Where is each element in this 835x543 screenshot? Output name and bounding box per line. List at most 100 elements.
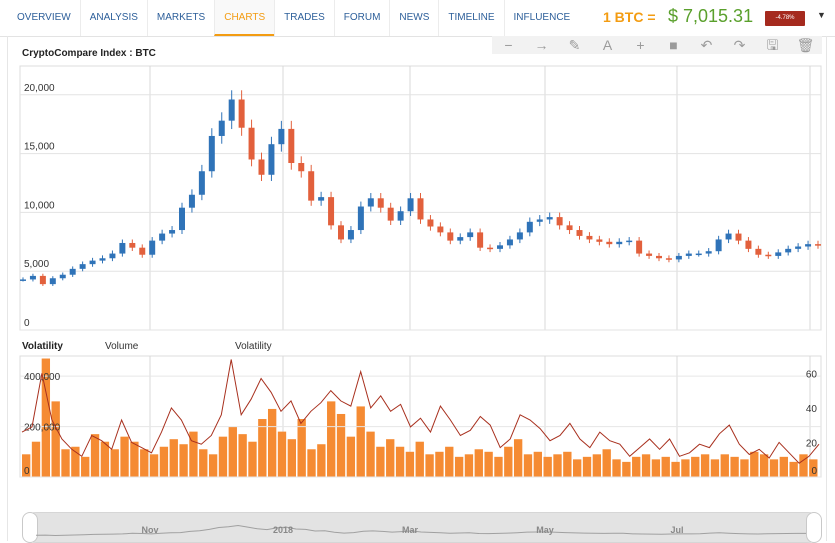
navigator-right-handle[interactable]: [806, 512, 822, 543]
candle-body: [447, 232, 454, 241]
tab-influence[interactable]: INFLUENCE: [503, 0, 580, 36]
tab-forum[interactable]: FORUM: [333, 0, 390, 36]
volume-bar: [454, 456, 464, 477]
volume-bar: [267, 408, 277, 477]
volume-bar: [415, 441, 424, 477]
candle-body: [805, 244, 812, 247]
tab-timeline[interactable]: TIMELINE: [438, 0, 503, 36]
minus-icon[interactable]: −: [504, 37, 513, 53]
candle-body: [576, 230, 583, 236]
arrow-right-icon[interactable]: →: [534, 37, 549, 53]
candle-body: [407, 198, 414, 212]
price-y-tick: 15,000: [24, 142, 55, 153]
volume-bar: [169, 439, 178, 477]
candle-body: [188, 194, 195, 208]
volume-y-tick: 0: [24, 466, 30, 477]
candle-body: [387, 207, 394, 221]
candle-body: [526, 221, 533, 233]
volume-bar: [691, 456, 700, 477]
candle-body: [437, 226, 444, 233]
candle-body: [685, 253, 692, 256]
volatility-y-tick: 60: [806, 369, 818, 380]
candle-body: [278, 128, 285, 145]
volume-bar: [553, 454, 562, 477]
volume-bar: [81, 456, 90, 477]
volume-bar: [435, 451, 444, 477]
tab-overview[interactable]: OVERVIEW: [17, 12, 71, 23]
price-change-badge: -4.78%: [765, 11, 805, 26]
top-nav: OVERVIEW ANALYSIS MARKETS CHARTS TRADES …: [0, 0, 835, 37]
tab-charts[interactable]: CHARTS: [214, 0, 275, 36]
candle-body: [49, 278, 56, 285]
candle-body: [59, 274, 66, 279]
save-icon[interactable]: 🖫: [766, 37, 779, 53]
volume-bar: [710, 459, 720, 477]
volume-bar: [573, 459, 582, 477]
volume-bar: [51, 401, 60, 477]
candle-body: [546, 217, 553, 220]
volatility-y-tick: 0: [811, 466, 817, 477]
candle-body: [467, 232, 474, 238]
candle-body: [725, 233, 732, 240]
candle-body: [715, 239, 722, 252]
volume-bar: [356, 406, 365, 477]
volatility-y-tick: 20: [806, 438, 818, 449]
volume-bar: [100, 441, 110, 477]
currency-dropdown-icon[interactable]: ▼: [817, 10, 826, 20]
candle-body: [258, 159, 265, 175]
volume-bar: [474, 449, 483, 477]
volume-bar: [149, 454, 159, 477]
volume-bar: [484, 451, 493, 477]
volume-bar: [327, 401, 336, 477]
pencil-icon[interactable]: ✎: [568, 37, 581, 53]
candle-body: [139, 247, 146, 255]
volume-bar: [61, 449, 70, 477]
candle-body: [29, 275, 36, 280]
volume-bar: [228, 426, 237, 477]
tab-markets[interactable]: MARKETS: [146, 0, 214, 36]
candle-body: [516, 232, 523, 240]
legend-volume: Volume: [105, 341, 139, 352]
volume-bar: [513, 439, 523, 477]
volume-bar: [592, 454, 602, 477]
volume-bar: [740, 459, 749, 477]
candle-body: [586, 235, 593, 240]
volume-bar: [425, 454, 434, 477]
tab-analysis[interactable]: ANALYSIS: [79, 0, 147, 36]
navigator-scrollbar[interactable]: [22, 512, 822, 543]
candle-body: [248, 127, 255, 160]
volume-bar: [700, 454, 710, 477]
volume-bar: [799, 454, 808, 477]
plus-icon[interactable]: +: [636, 37, 645, 53]
candle-body: [775, 252, 782, 256]
btc-price: $ 7,015.31: [668, 6, 754, 26]
volume-bar: [140, 449, 149, 477]
volume-bar: [218, 436, 228, 477]
volume-bar: [445, 446, 454, 477]
trash-icon[interactable]: 🗑: [796, 37, 815, 53]
volume-bar: [297, 419, 306, 477]
navigator-left-handle[interactable]: [22, 512, 38, 543]
candle-body: [357, 206, 364, 231]
undo-icon[interactable]: ↶: [700, 37, 713, 53]
square-icon[interactable]: ■: [669, 37, 678, 53]
tab-news[interactable]: NEWS: [389, 0, 438, 36]
candle-body: [397, 211, 404, 221]
volume-bar: [681, 459, 690, 477]
tab-trades[interactable]: TRADES: [274, 0, 334, 36]
redo-icon[interactable]: ↷: [733, 37, 746, 53]
price-chart-title: CryptoCompare Index : BTC: [22, 48, 156, 59]
volume-bar: [22, 454, 31, 477]
volume-bar: [386, 439, 395, 477]
candle-body: [328, 197, 335, 226]
candle-body: [318, 197, 325, 201]
candle-body: [427, 219, 434, 227]
volume-y-tick: 200,000: [24, 423, 61, 434]
volume-bar: [258, 419, 267, 477]
candle-body: [795, 246, 802, 249]
text-icon[interactable]: A: [602, 37, 613, 53]
volume-bar: [789, 461, 798, 477]
candle-body: [179, 207, 185, 231]
price-y-tick: 5,000: [24, 259, 49, 270]
